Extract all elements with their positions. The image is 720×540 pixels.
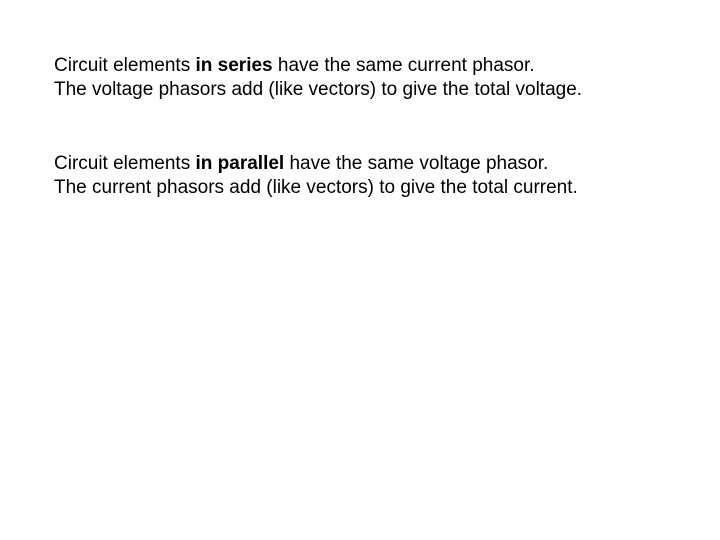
parallel-paragraph: Circuit elements in parallel have the sa… [54, 152, 674, 200]
parallel-line1-rest: have the same voltage phasor. [284, 153, 548, 174]
slide: Circuit elements in series have the same… [0, 0, 720, 540]
parallel-bold: in parallel [196, 153, 285, 174]
series-paragraph: Circuit elements in series have the same… [54, 54, 674, 102]
parallel-line2: The current phasors add (like vectors) t… [54, 177, 578, 198]
series-prefix: Circuit elements [54, 55, 196, 76]
parallel-prefix: Circuit elements [54, 153, 196, 174]
series-line1-rest: have the same current phasor. [273, 55, 535, 76]
series-bold: in series [196, 55, 273, 76]
series-line2: The voltage phasors add (like vectors) t… [54, 79, 582, 100]
